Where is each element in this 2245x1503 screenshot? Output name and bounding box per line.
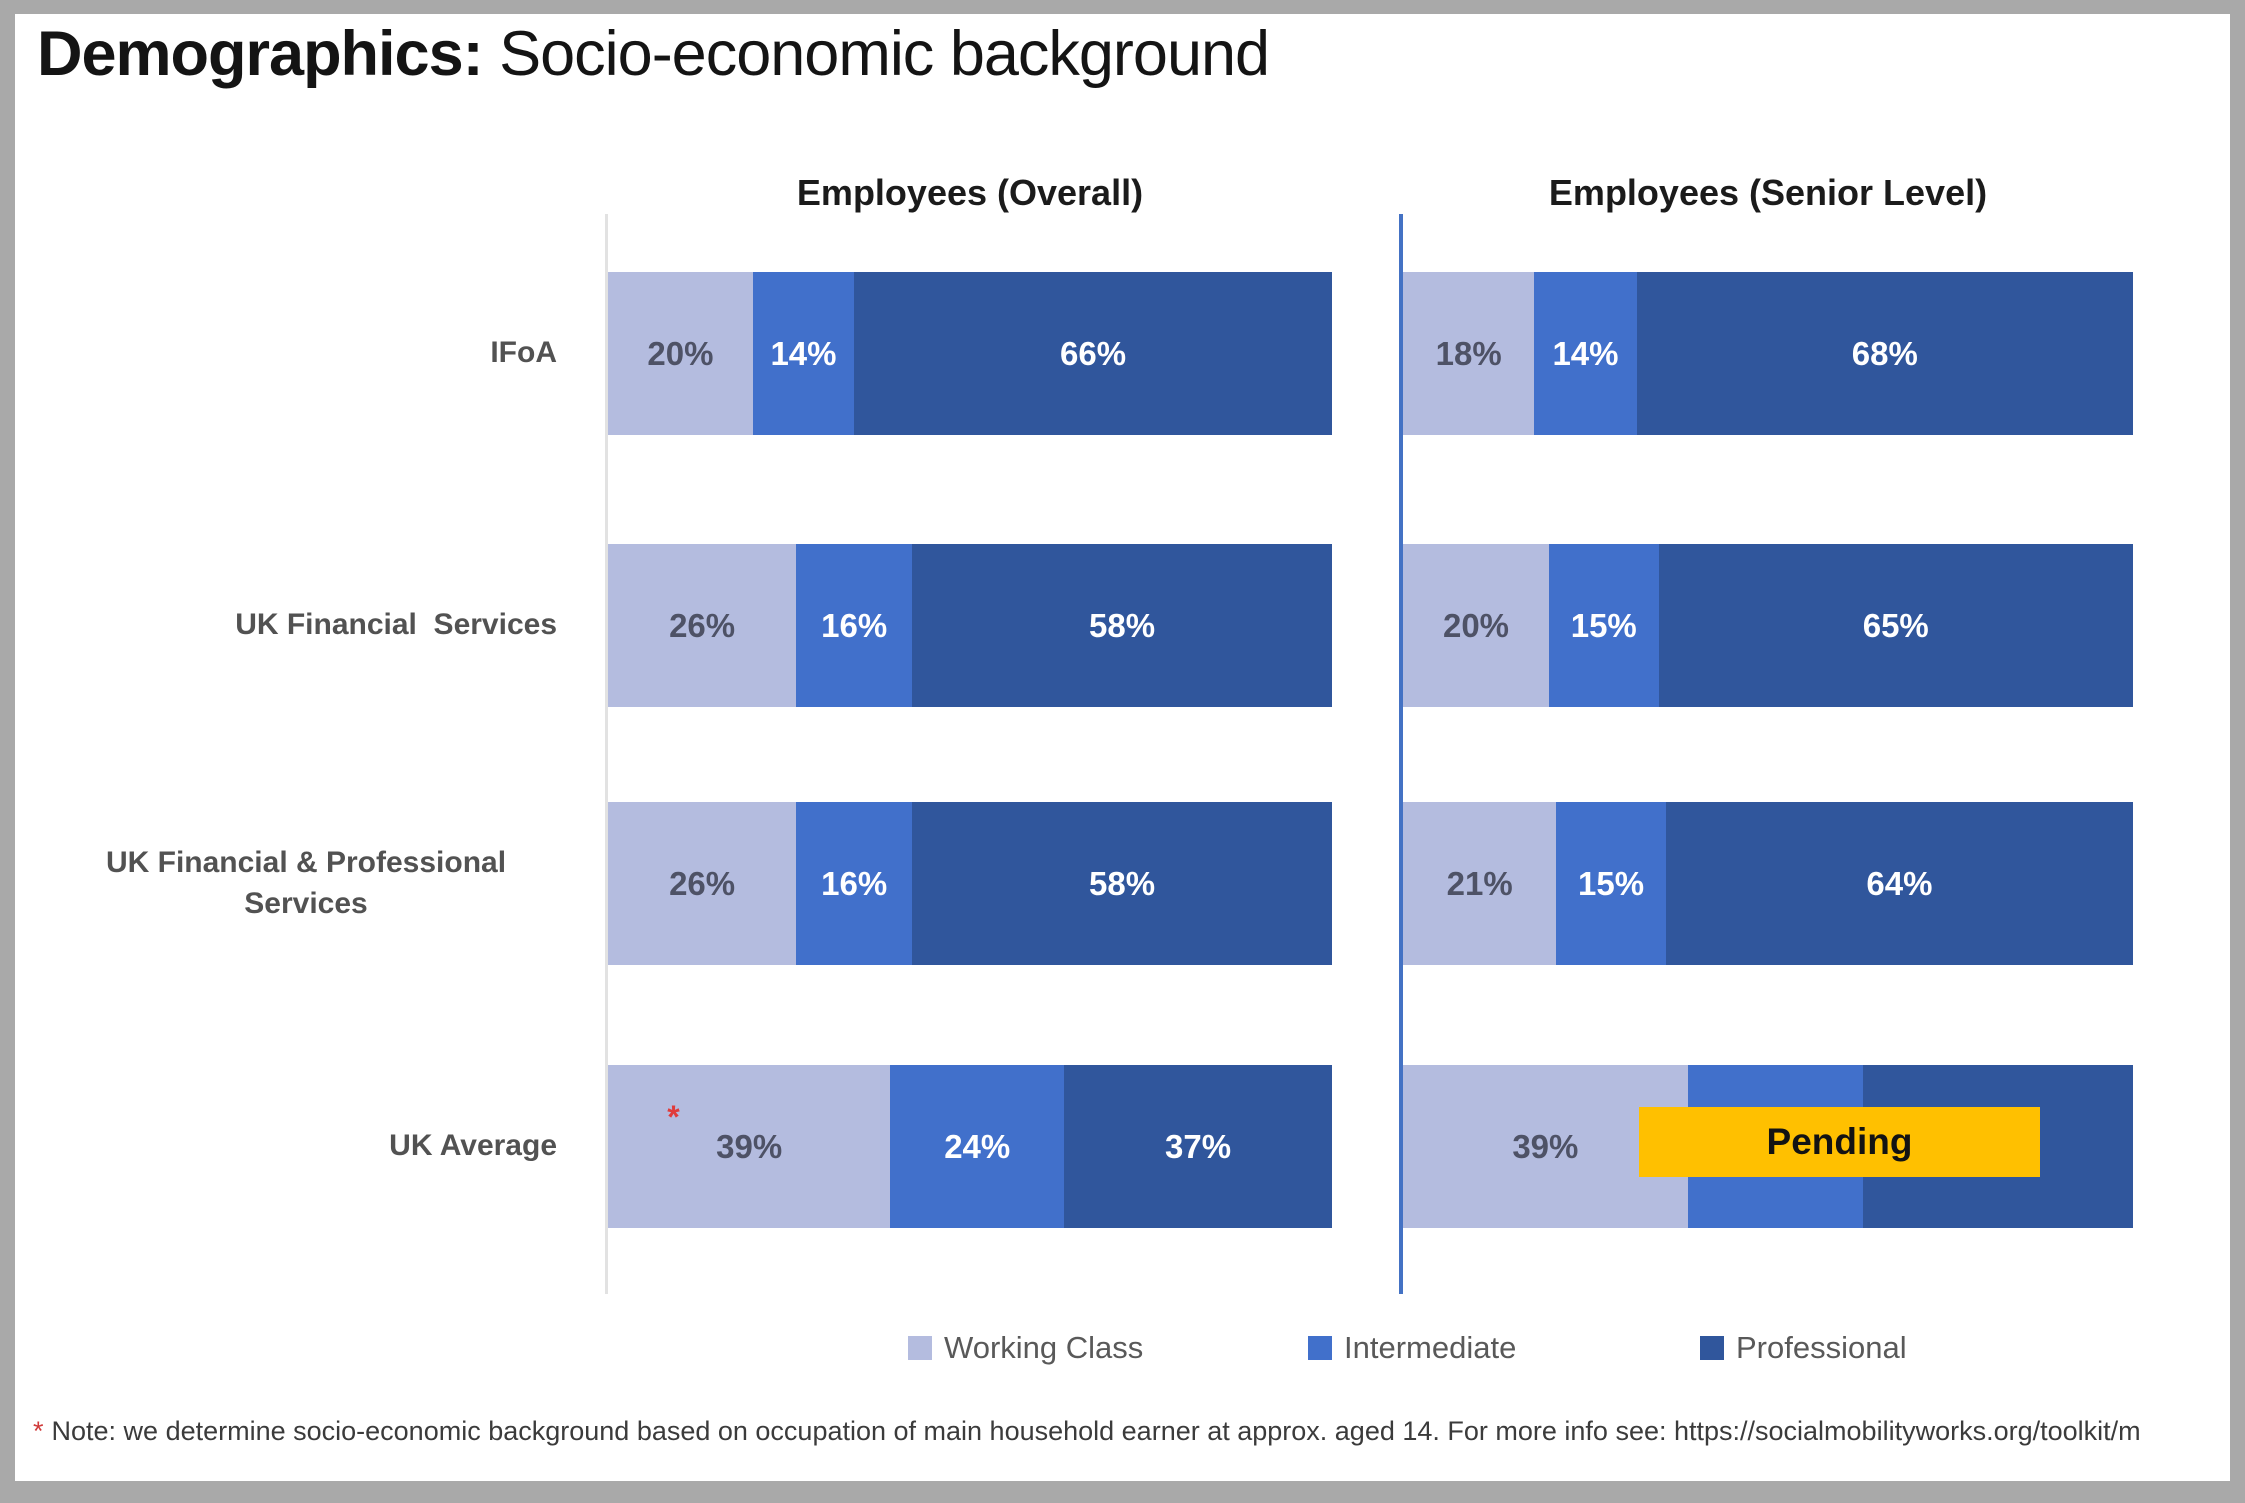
professional-swatch-icon <box>1700 1336 1724 1360</box>
segment-value: 26% <box>669 864 736 902</box>
bar-segment-working: 21% <box>1403 802 1557 965</box>
segment-value: 18% <box>1435 334 1502 372</box>
category-label: UK Financial & Professional Services <box>55 802 557 965</box>
category-label-text: UK Financial Services <box>235 608 557 642</box>
bar-segment-intermediate: 16% <box>796 802 913 965</box>
bar-segment-intermediate: 15% <box>1549 544 1659 707</box>
bar-segment-intermediate: 14% <box>1534 272 1637 435</box>
segment-value: 20% <box>647 334 714 372</box>
page-title: Demographics: Socio-economic background <box>37 18 1270 90</box>
segment-value: 26% <box>669 606 736 644</box>
segment-value: 39% <box>1512 1127 1579 1165</box>
bar-segment-professional: 65% <box>1658 544 2133 707</box>
footnote: * Note: we determine socio-economic backg… <box>33 1416 2230 1447</box>
bar-row: 39% Pending <box>1403 1065 2133 1228</box>
working-class-swatch-icon <box>908 1336 932 1360</box>
bar-segment-professional: 66% <box>854 272 1332 435</box>
segment-value: 16% <box>821 606 888 644</box>
bar-segment-working: * 39% <box>608 1065 891 1228</box>
segment-value: 14% <box>1552 334 1619 372</box>
senior-chart-axis-line <box>1399 214 1403 1294</box>
segment-value: 14% <box>770 334 837 372</box>
title-emphasis: Demographics: <box>37 19 484 89</box>
legend-label: Working Class <box>944 1330 1144 1365</box>
segment-value: 20% <box>1442 606 1510 644</box>
bar-row: * 39% 24% 37% <box>608 1065 1332 1228</box>
legend-item-professional: Professional <box>1700 1330 1907 1366</box>
category-label: IFoA <box>55 272 557 435</box>
asterisk-marker: * <box>667 1098 680 1135</box>
category-label: UK Average <box>55 1065 557 1228</box>
segment-value: 15% <box>1570 606 1637 644</box>
footnote-text: Note: we determine socio-economic backgr… <box>51 1416 2141 1446</box>
segment-value: 68% <box>1851 334 1918 372</box>
bar-row: 26% 16% 58% <box>608 544 1332 707</box>
category-label-text: UK Financial & Professional Services <box>105 846 515 920</box>
bar-segment-intermediate: 24% <box>890 1065 1065 1228</box>
segment-value: 66% <box>1060 334 1127 372</box>
chart-header-senior: Employees (Senior Level) <box>1548 172 1988 213</box>
pending-badge: Pending <box>1638 1107 2041 1178</box>
bar-segment-professional: 68% <box>1636 272 2133 435</box>
bar-segment-professional: 58% <box>912 544 1332 707</box>
bar-segment-working: 20% <box>1403 544 1549 707</box>
title-rest: Socio-economic background <box>482 19 1270 89</box>
bar-row: 20% 15% 65% <box>1403 544 2133 707</box>
segment-value: 16% <box>821 864 888 902</box>
segment-value: 58% <box>1088 864 1156 902</box>
segment-value: 24% <box>944 1127 1011 1165</box>
legend-item-working-class: Working Class <box>908 1330 1143 1366</box>
bar-segment-intermediate: 14% <box>752 272 855 435</box>
bar-row: 21% 15% 64% <box>1403 802 2133 965</box>
bar-segment-professional: 58% <box>912 802 1332 965</box>
bar-segment-working: 26% <box>608 802 797 965</box>
legend-label: Intermediate <box>1344 1330 1517 1365</box>
bar-row: 18% 14% 68% <box>1403 272 2133 435</box>
overall-chart: 20% 14% 66% 26% 16% 58% 26% 16% 58% * 39% 24% 37% <box>608 14 1332 1481</box>
footnote-asterisk: * <box>33 1416 44 1446</box>
legend-item-intermediate: Intermediate <box>1308 1330 1516 1366</box>
chart-header-overall: Employees (Overall) <box>796 172 1144 213</box>
bar-row: 20% 14% 66% <box>608 272 1332 435</box>
bar-segment-working: 26% <box>608 544 797 707</box>
segment-value: 21% <box>1446 864 1513 902</box>
segment-value: 39% <box>716 1127 783 1165</box>
category-labels: IFoA UK Financial Services UK Financial & … <box>55 14 585 1481</box>
bar-segment-working: 20% <box>608 272 753 435</box>
slide: Demographics: Socio-economic background … <box>15 14 2230 1481</box>
overall-chart-axis-line <box>605 214 608 1294</box>
segment-value: 58% <box>1088 606 1156 644</box>
segment-value: 37% <box>1165 1127 1232 1165</box>
senior-chart: 18% 14% 68% 20% 15% 65% 21% 15% 64% 39% Pending <box>1403 14 2133 1481</box>
intermediate-swatch-icon <box>1308 1336 1332 1360</box>
category-label: UK Financial Services <box>55 544 557 707</box>
bar-segment-intermediate: 16% <box>796 544 913 707</box>
legend-label: Professional <box>1736 1330 1907 1365</box>
bar-row: 26% 16% 58% <box>608 802 1332 965</box>
bar-segment-professional: 64% <box>1665 802 2133 965</box>
bar-segment-professional: 37% <box>1064 1065 1332 1228</box>
segment-value: 64% <box>1866 864 1933 902</box>
category-label-text: UK Average <box>389 1129 557 1163</box>
bar-segment-intermediate: 15% <box>1556 802 1666 965</box>
category-label-text: IFoA <box>490 336 557 370</box>
bar-segment-working: 18% <box>1403 272 1535 435</box>
segment-value: 65% <box>1862 606 1929 644</box>
segment-value: 15% <box>1578 864 1645 902</box>
